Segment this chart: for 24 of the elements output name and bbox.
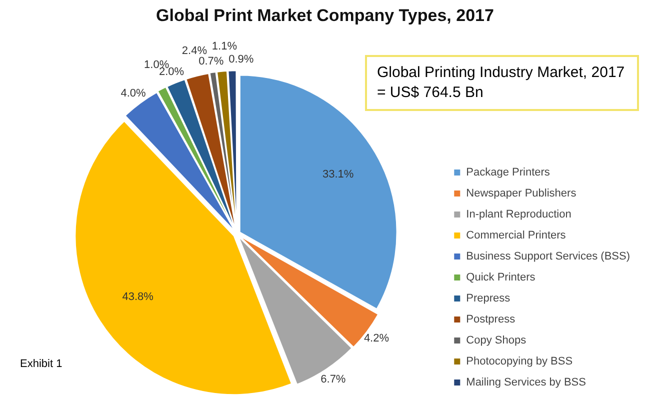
data-label: 2.4% bbox=[182, 44, 208, 57]
legend-label: In-plant Reproduction bbox=[466, 208, 572, 221]
legend-label: Business Support Services (BSS) bbox=[466, 250, 630, 263]
chart-title: Global Print Market Company Types, 2017 bbox=[155, 6, 495, 26]
legend-label: Newspaper Publishers bbox=[466, 188, 577, 200]
legend-label: Photocopying by BSS bbox=[466, 356, 573, 368]
text: Global Printing Industry Market, 2017 = US$ 764.5 Bn bbox=[365, 55, 639, 111]
data-label: 0.9% bbox=[228, 54, 254, 66]
legend-label: Copy Shops bbox=[466, 334, 527, 347]
data-label: 4.0% bbox=[120, 88, 146, 100]
data-label: 33.1% bbox=[322, 168, 354, 181]
legend-label: Commercial Printers bbox=[466, 230, 566, 242]
legend-label: Quick Printers bbox=[466, 272, 536, 284]
legend-label: Mailing Services by BSS bbox=[466, 376, 586, 389]
data-label: 43.8% bbox=[122, 291, 154, 304]
data-label: 0.7% bbox=[198, 55, 224, 68]
legend-label: Package Printers bbox=[466, 166, 550, 179]
legend-label: Postpress bbox=[466, 314, 516, 326]
data-label: 6.7% bbox=[320, 374, 346, 386]
data-label: 1.1% bbox=[212, 40, 238, 52]
data-label: 4.2% bbox=[364, 332, 390, 345]
text: Exhibit 1 bbox=[20, 358, 62, 370]
legend-label: Prepress bbox=[466, 292, 511, 305]
data-label: 2.0% bbox=[158, 66, 184, 78]
